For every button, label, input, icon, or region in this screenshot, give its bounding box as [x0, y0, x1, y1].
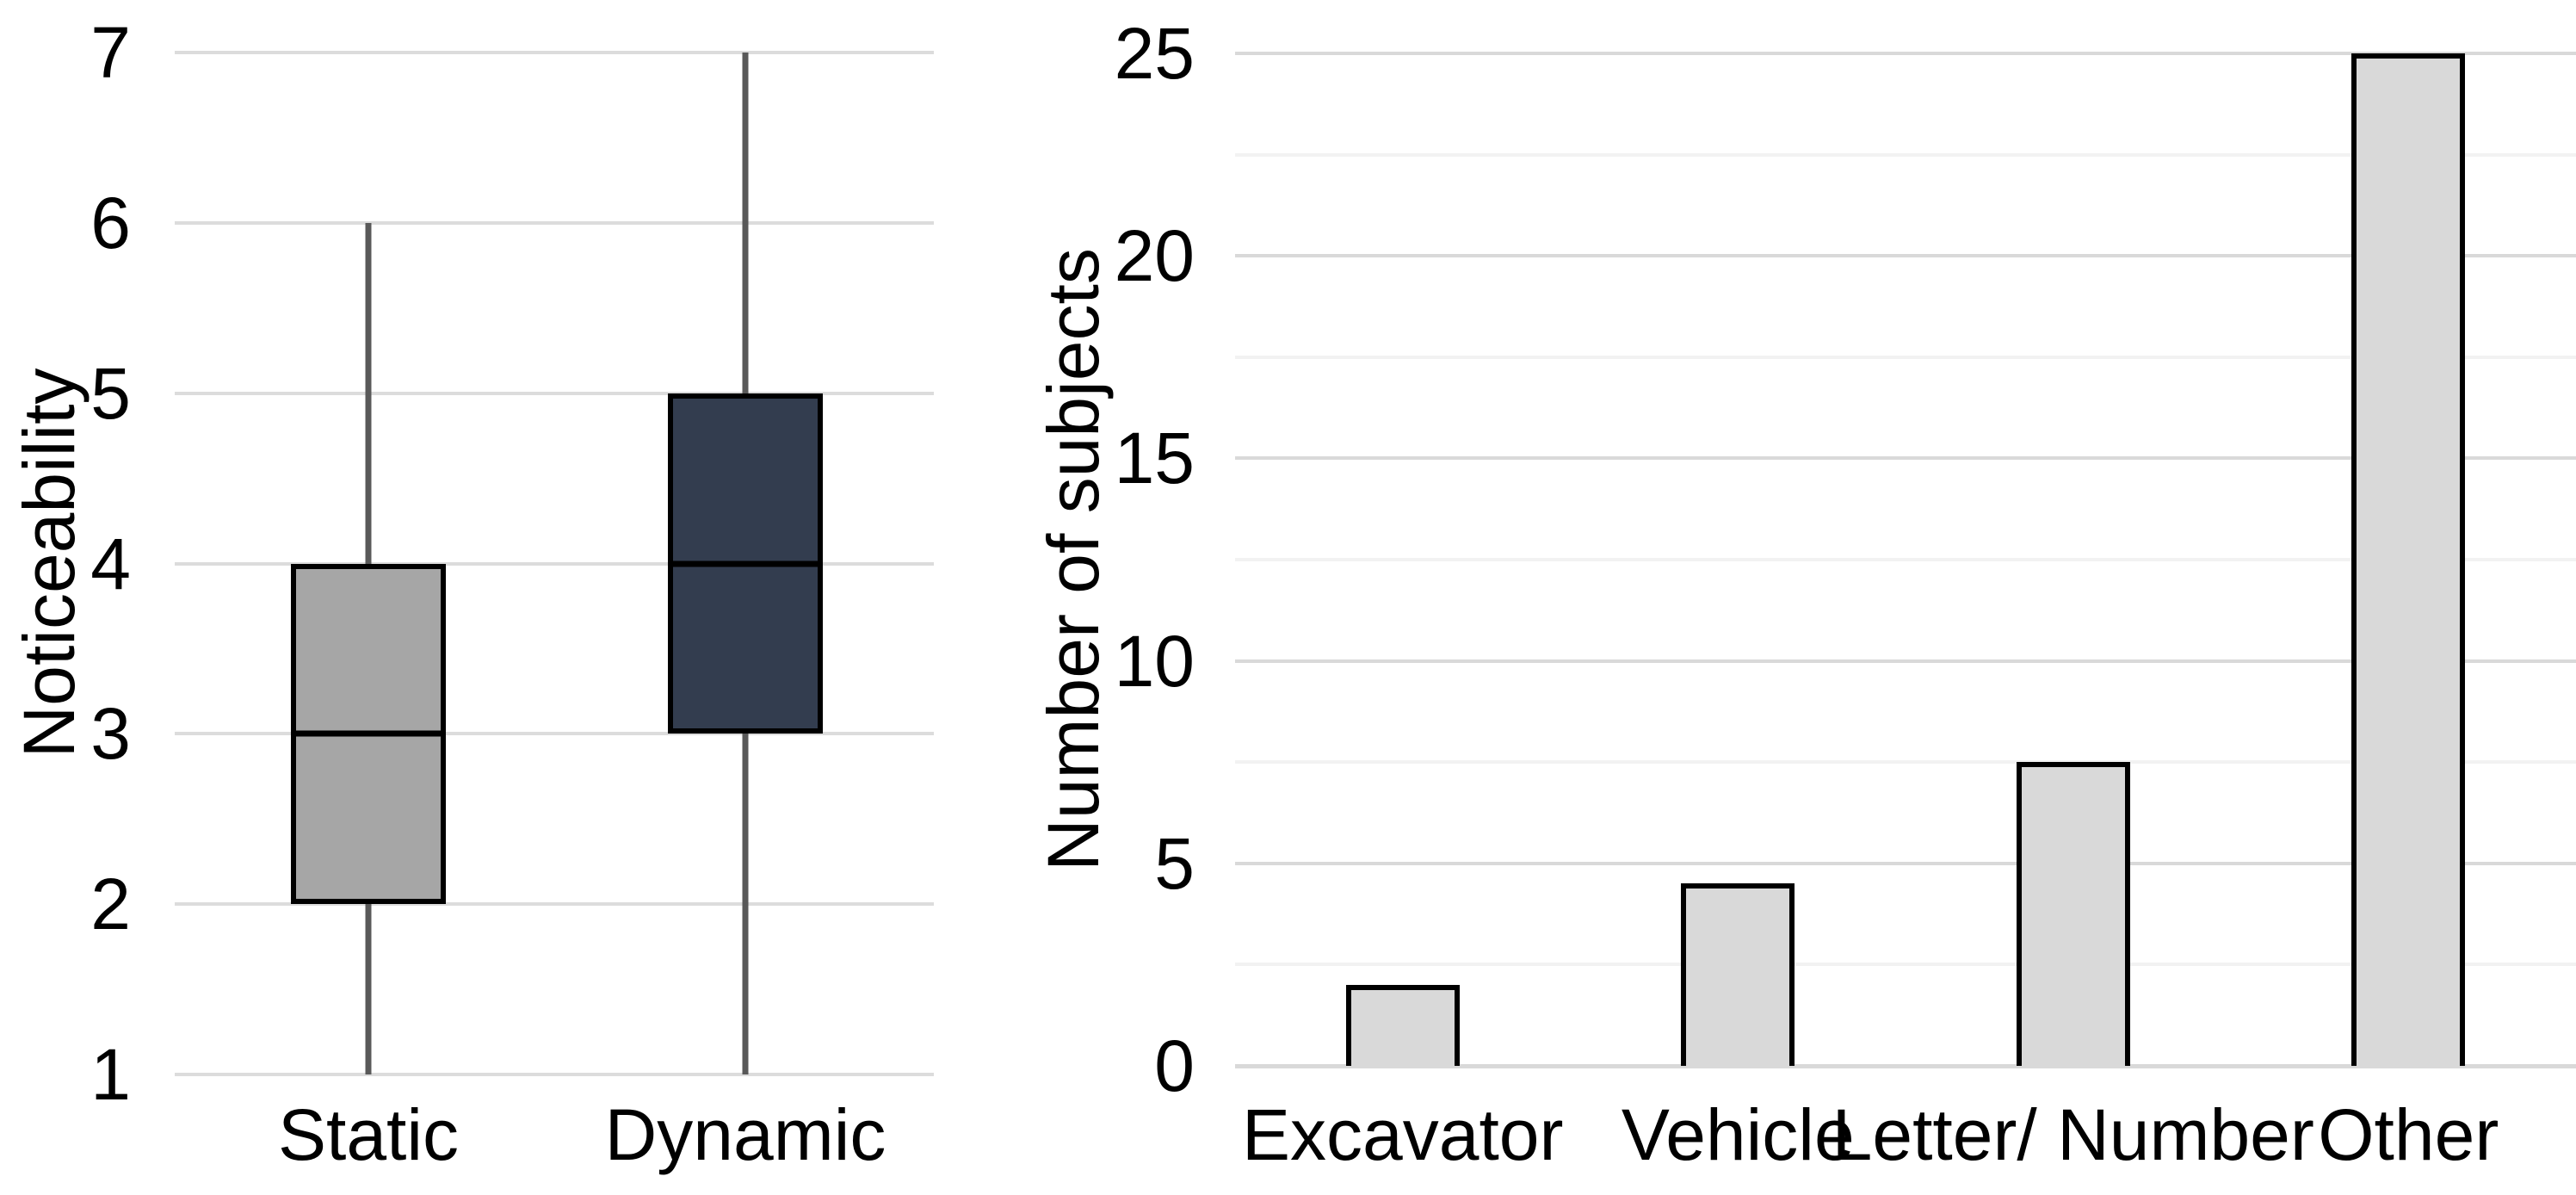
bar-y-tick-label: 20 — [1114, 215, 1195, 297]
boxplot-category-label-dynamic: Dynamic — [604, 1094, 886, 1175]
boxplot-y-tick-label: 2 — [90, 864, 131, 945]
bar-category-label-excavator: Excavator — [1242, 1094, 1564, 1175]
boxplot-category-label-static: Static — [277, 1094, 460, 1175]
boxplot-gridline — [175, 1073, 934, 1076]
boxplot-gridline — [175, 51, 934, 54]
bar-letter-number — [2016, 762, 2130, 1066]
boxplot-gridline — [175, 220, 934, 225]
boxplot-y-tick-label: 1 — [90, 1034, 131, 1115]
bar-category-label-letter-number: Letter/ Number — [1832, 1094, 2314, 1175]
bar-vehicle — [1681, 883, 1795, 1066]
boxplot-y-tick-label: 7 — [90, 12, 131, 93]
bar-y-tick-label: 15 — [1114, 418, 1195, 499]
bar-excavator — [1345, 984, 1460, 1066]
bar-y-tick-label: 10 — [1114, 620, 1195, 702]
bar-other — [2351, 53, 2466, 1066]
median-dynamic — [668, 560, 823, 567]
boxplot-gridline — [175, 902, 934, 907]
median-static — [291, 730, 446, 737]
boxplot-y-tick-label: 5 — [90, 352, 131, 434]
bar-category-label-vehicle: Vehicle — [1621, 1094, 1855, 1175]
bar-plot-area: 0 5 10 15 20 25 Excavator Vehicle Letter/ Number… — [1033, 0, 2576, 1195]
boxplot-y-tick-label: 6 — [90, 182, 131, 263]
boxplot-chart: Noticeability 1 2 3 4 5 6 7 Static Dynamic — [0, 0, 1033, 1195]
boxplot-y-tick-label: 4 — [90, 523, 131, 604]
boxplot-y-tick-label: 3 — [90, 693, 131, 775]
boxplot-plot-area: 1 2 3 4 5 6 7 Static Dynamic — [0, 0, 1033, 1195]
bar-y-tick-label: 25 — [1114, 13, 1195, 94]
bar-y-tick-label: 0 — [1154, 1025, 1195, 1106]
bar-y-tick-label: 5 — [1154, 822, 1195, 904]
bar-category-label-other: Other — [2318, 1094, 2499, 1175]
bar-chart: Number of subjects 0 5 10 15 20 25 Excavator Ve… — [1033, 0, 2576, 1195]
